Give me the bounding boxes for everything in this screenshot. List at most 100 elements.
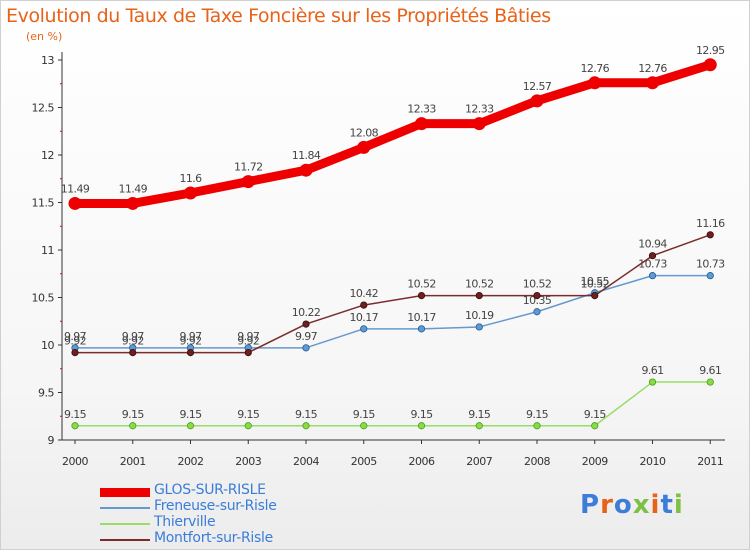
data-point bbox=[244, 348, 252, 357]
series-line bbox=[75, 60, 712, 208]
x-tick-label: 2005 bbox=[351, 455, 377, 468]
data-label: 9.97 bbox=[122, 330, 145, 343]
y-tick-label: 9 bbox=[48, 434, 55, 447]
data-point bbox=[475, 291, 483, 300]
data-label: 10.73 bbox=[696, 258, 725, 271]
data-label: 9.15 bbox=[179, 408, 202, 421]
series-line bbox=[75, 234, 711, 354]
data-label: 10.17 bbox=[350, 311, 379, 324]
logo-letter: o bbox=[613, 490, 633, 520]
data-label: 10.52 bbox=[407, 278, 436, 291]
legend-swatch bbox=[100, 539, 150, 541]
data-label: 10.22 bbox=[292, 306, 321, 319]
data-point bbox=[184, 186, 197, 200]
x-tick-label: 2006 bbox=[409, 455, 435, 468]
data-point bbox=[360, 422, 368, 430]
data-point bbox=[126, 196, 140, 210]
data-label: 10.19 bbox=[465, 309, 494, 322]
y-tick-label: 12 bbox=[41, 149, 54, 162]
data-label: 9.97 bbox=[237, 330, 260, 343]
data-label: 9.15 bbox=[410, 408, 433, 421]
chart-title: Evolution du Taux de Taxe Foncière sur l… bbox=[6, 5, 551, 27]
data-point bbox=[648, 272, 657, 280]
logo-letter: i bbox=[650, 490, 661, 520]
y-tick-label: 11 bbox=[41, 244, 54, 257]
data-label: 12.95 bbox=[696, 44, 725, 57]
logo-letter: i bbox=[673, 490, 684, 520]
data-point bbox=[648, 378, 657, 386]
x-tick-label: 2008 bbox=[524, 455, 550, 468]
legend-swatch bbox=[100, 487, 150, 497]
data-point bbox=[472, 117, 486, 131]
data-point bbox=[186, 348, 195, 357]
data-point bbox=[533, 422, 541, 430]
legend-swatch bbox=[100, 523, 150, 525]
data-point bbox=[475, 323, 483, 331]
data-label: 9.97 bbox=[295, 330, 318, 343]
data-label: 12.57 bbox=[523, 80, 552, 93]
x-tick-label: 2001 bbox=[120, 455, 146, 468]
data-point bbox=[68, 196, 82, 210]
data-point bbox=[357, 140, 371, 154]
logo-letter: r bbox=[600, 490, 614, 520]
data-point bbox=[129, 422, 137, 430]
data-label: 9.15 bbox=[353, 408, 376, 421]
data-label: 9.15 bbox=[526, 408, 549, 421]
y-tick-label: 10 bbox=[41, 339, 54, 352]
data-point bbox=[415, 117, 428, 131]
data-point bbox=[646, 76, 659, 90]
x-tick-label: 2004 bbox=[293, 455, 319, 468]
data-label: 10.94 bbox=[638, 238, 667, 251]
data-label: 11.49 bbox=[61, 182, 90, 195]
data-point bbox=[71, 422, 79, 430]
data-point bbox=[417, 422, 426, 430]
data-label: 9.61 bbox=[641, 364, 663, 377]
x-tick-label: 2010 bbox=[640, 455, 666, 468]
data-label: 12.76 bbox=[581, 62, 610, 75]
data-label: 9.92 bbox=[122, 335, 144, 348]
y-tick-label: 12.5 bbox=[32, 102, 55, 115]
data-point bbox=[417, 291, 426, 300]
y-tick-label: 11.5 bbox=[32, 197, 55, 210]
data-label: 9.92 bbox=[237, 335, 259, 348]
legend-label: Montfort-sur-Risle bbox=[154, 530, 273, 546]
x-tick-label: 2007 bbox=[466, 455, 492, 468]
data-point bbox=[71, 348, 79, 357]
data-point bbox=[129, 348, 137, 357]
data-label: 9.15 bbox=[122, 408, 145, 421]
data-label: 12.08 bbox=[350, 126, 379, 139]
data-label: 9.61 bbox=[699, 364, 721, 377]
data-point bbox=[706, 272, 714, 280]
data-point bbox=[533, 308, 541, 316]
data-point bbox=[706, 378, 714, 386]
data-point bbox=[360, 301, 368, 309]
data-label: 12.76 bbox=[638, 62, 667, 75]
data-label: 11.84 bbox=[292, 149, 321, 162]
data-label: 9.15 bbox=[237, 408, 260, 421]
data-label: 10.17 bbox=[407, 311, 436, 324]
legend-label: GLOS-SUR-RISLE bbox=[154, 482, 266, 498]
y-tick-label: 13 bbox=[41, 54, 54, 67]
data-label: 12.33 bbox=[465, 103, 494, 116]
legend-swatch bbox=[100, 507, 150, 509]
x-tick-label: 2011 bbox=[697, 455, 723, 468]
legend-label: Freneuse-sur-Risle bbox=[154, 498, 277, 514]
data-label: 9.15 bbox=[468, 408, 491, 421]
series-line bbox=[75, 274, 711, 349]
data-point bbox=[591, 291, 599, 300]
legend-label: Thierville bbox=[154, 514, 216, 530]
data-point bbox=[588, 76, 602, 90]
data-label: 9.92 bbox=[64, 335, 86, 348]
data-label: 11.72 bbox=[234, 161, 263, 174]
data-label: 10.52 bbox=[581, 278, 610, 291]
data-point bbox=[302, 320, 310, 328]
y-tick-label: 10.5 bbox=[32, 292, 55, 305]
data-point bbox=[417, 325, 426, 333]
data-label: 9.15 bbox=[295, 408, 318, 421]
data-point bbox=[360, 325, 368, 333]
data-label: 10.35 bbox=[523, 294, 552, 307]
logo-letter: x bbox=[632, 490, 651, 520]
proxiti-logo: Proxiti bbox=[580, 490, 684, 520]
chart-subtitle: (en %) bbox=[26, 30, 63, 43]
data-point bbox=[302, 344, 310, 352]
